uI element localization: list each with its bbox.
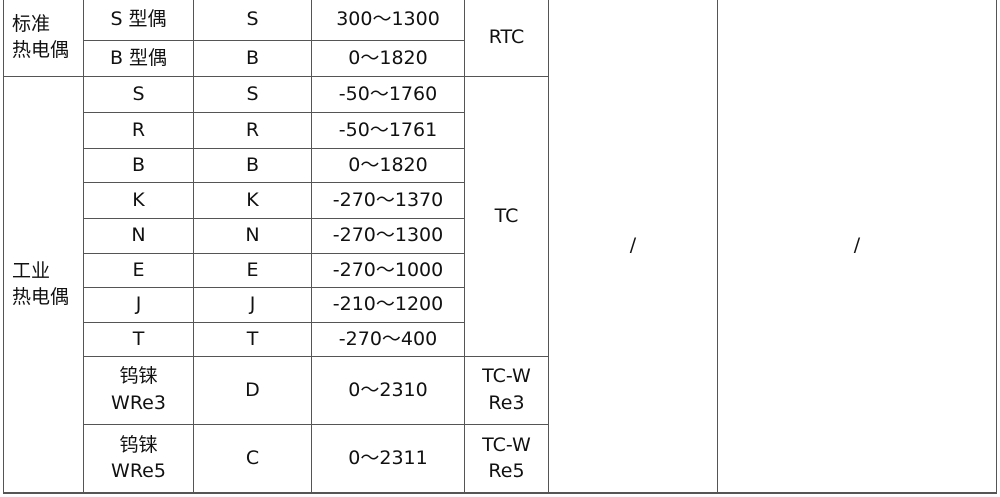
type-rtc: RTC bbox=[464, 0, 549, 77]
thermocouple-name: B 型偶 bbox=[83, 39, 194, 77]
thermocouple-name: E bbox=[83, 252, 194, 288]
thermocouple-name: N bbox=[83, 217, 194, 254]
temperature-range: 0～1820 bbox=[311, 147, 465, 183]
temperature-range: -270～1300 bbox=[311, 217, 465, 254]
table-row: E E -270～1000 bbox=[4, 252, 997, 288]
table-row: 标准 热电偶 S 型偶 S 300～1300 RTC / / bbox=[3, 0, 997, 494]
type-tc: TC bbox=[464, 75, 549, 357]
type-tc-wre3: TC-W Re3 bbox=[464, 355, 549, 425]
graduation-code: B bbox=[193, 39, 312, 77]
graduation-code: J bbox=[193, 286, 312, 323]
thermocouple-name: T bbox=[83, 321, 194, 357]
graduation-code: B bbox=[193, 147, 312, 183]
thermocouple-name: S 型偶 bbox=[83, 0, 194, 41]
table-row: T T -270～400 bbox=[4, 321, 997, 357]
temperature-range: 0～2310 bbox=[311, 355, 465, 425]
temperature-range: -270～1000 bbox=[311, 252, 465, 288]
column-6-value: / bbox=[548, 0, 718, 494]
graduation-code: S bbox=[193, 75, 312, 113]
temperature-range: -270～1370 bbox=[311, 181, 465, 219]
graduation-code: N bbox=[193, 217, 312, 254]
temperature-range: -270～400 bbox=[311, 321, 465, 357]
graduation-code: C bbox=[193, 423, 312, 494]
graduation-code: D bbox=[193, 355, 312, 425]
table-row: 工业 热电偶 S S -50～1760 TC bbox=[3, 75, 997, 494]
thermocouple-name: S bbox=[83, 75, 194, 113]
column-7-value: / bbox=[717, 0, 997, 494]
table-row: 钨铼 WRe5 C 0～2311 TC-W Re5 bbox=[4, 423, 997, 494]
graduation-code: T bbox=[193, 321, 312, 357]
temperature-range: 0～2311 bbox=[311, 423, 465, 494]
temperature-range: -50～1761 bbox=[311, 111, 465, 149]
temperature-range: 0～1820 bbox=[311, 39, 465, 77]
group-industrial: 工业 热电偶 bbox=[3, 75, 84, 494]
table-row: N N -270～1300 bbox=[4, 217, 997, 254]
table-row: B 型偶 B 0～1820 bbox=[4, 39, 997, 77]
temperature-range: -50～1760 bbox=[311, 75, 465, 113]
graduation-code: R bbox=[193, 111, 312, 149]
thermocouple-name: 钨铼 WRe3 bbox=[83, 355, 194, 425]
table-row: R R -50～1761 bbox=[4, 111, 997, 149]
table-row: K K -270～1370 bbox=[4, 181, 997, 219]
graduation-code: S bbox=[193, 0, 312, 41]
thermocouple-name: K bbox=[83, 181, 194, 219]
group-standard: 标准 热电偶 bbox=[3, 0, 84, 77]
temperature-range: 300～1300 bbox=[311, 0, 465, 41]
graduation-code: K bbox=[193, 181, 312, 219]
thermocouple-table: 标准 热电偶 S 型偶 S 300～1300 RTC / / B 型偶 B 0～1820 工业 热电… bbox=[3, 0, 997, 494]
thermocouple-name: R bbox=[83, 111, 194, 149]
temperature-range: -210～1200 bbox=[311, 286, 465, 323]
table-row: 钨铼 WRe3 D 0～2310 TC-W Re3 bbox=[4, 355, 997, 425]
type-tc-wre5: TC-W Re5 bbox=[464, 423, 549, 494]
graduation-code: E bbox=[193, 252, 312, 288]
thermocouple-name: B bbox=[83, 147, 194, 183]
thermocouple-name: J bbox=[83, 286, 194, 323]
thermocouple-name: 钨铼 WRe5 bbox=[83, 423, 194, 494]
